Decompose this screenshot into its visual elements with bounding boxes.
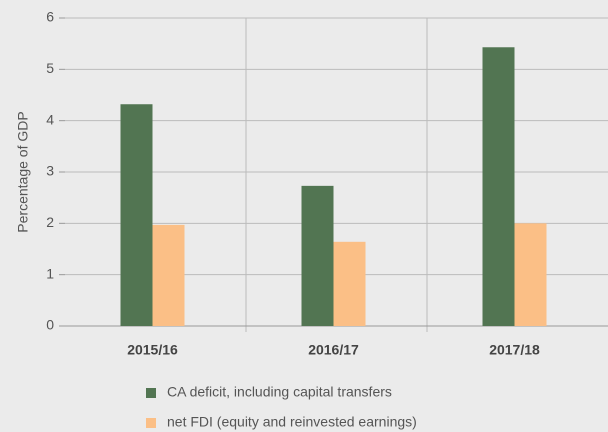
y-tick-label: 5: [46, 60, 54, 76]
bar: [301, 185, 334, 326]
bar: [514, 223, 547, 326]
bar: [333, 241, 366, 326]
y-tick-label: 3: [46, 163, 54, 179]
legend-label: CA deficit, including capital transfers: [167, 384, 392, 400]
y-tick-label: 0: [46, 317, 54, 333]
y-tick-label: 4: [46, 111, 54, 127]
bar: [152, 224, 185, 326]
y-tick-label: 6: [46, 9, 54, 25]
y-tick-label: 1: [46, 265, 54, 281]
legend-swatch: [146, 388, 156, 398]
bar: [482, 47, 515, 326]
x-tick-label: 2016/17: [308, 342, 359, 358]
legend-swatch: [146, 418, 156, 428]
bar: [120, 104, 153, 327]
x-tick-label: 2015/16: [127, 342, 178, 358]
y-tick-label: 2: [46, 214, 54, 230]
x-tick-label: 2017/18: [489, 342, 540, 358]
legend-label: net FDI (equity and reinvested earnings): [167, 414, 417, 430]
y-axis-label: Percentage of GDP: [15, 111, 31, 232]
